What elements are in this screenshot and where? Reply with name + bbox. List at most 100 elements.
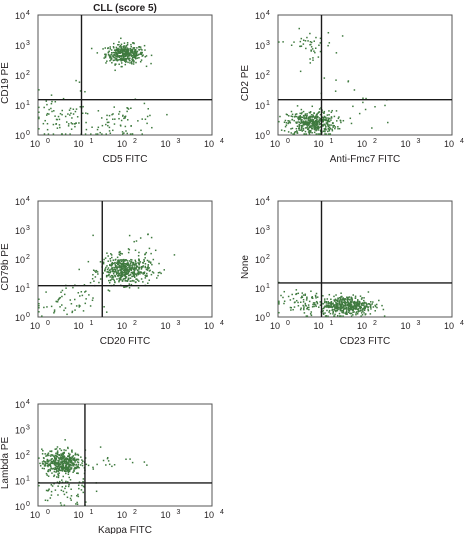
event-dot	[129, 57, 131, 60]
event-dot	[117, 269, 120, 272]
y-tick-label: 10	[15, 41, 25, 51]
event-dot	[323, 112, 325, 114]
event-dot	[302, 39, 305, 41]
event-dot	[332, 302, 334, 304]
event-dot	[310, 290, 312, 292]
event-dot	[41, 315, 43, 317]
event-dot	[112, 278, 115, 280]
event-dot	[120, 55, 122, 57]
event-dot	[104, 268, 107, 270]
event-dot	[295, 115, 298, 118]
event-dot	[111, 465, 113, 468]
event-dot	[99, 278, 102, 280]
y-tick-label: 10	[15, 131, 25, 141]
event-dot	[145, 251, 148, 254]
event-dot	[126, 260, 129, 262]
event-dot	[359, 306, 361, 308]
event-dot	[117, 263, 120, 266]
event-dot	[52, 123, 55, 126]
event-dot	[66, 458, 68, 460]
event-dot	[109, 258, 111, 260]
event-dot	[363, 307, 365, 309]
event-dot	[322, 130, 325, 133]
event-dot	[279, 115, 281, 118]
event-dot	[109, 132, 112, 135]
event-dot	[59, 502, 62, 504]
event-dot	[369, 305, 372, 308]
event-dot	[144, 49, 146, 51]
event-dot	[305, 47, 307, 50]
event-dot	[129, 277, 132, 279]
event-dot	[310, 43, 312, 46]
event-dot	[151, 263, 153, 266]
event-dot	[362, 97, 364, 99]
event-dot	[123, 50, 126, 52]
event-dot	[123, 58, 125, 61]
event-dot	[58, 463, 61, 465]
event-dot	[77, 495, 80, 498]
event-dot	[306, 36, 308, 39]
event-dot	[133, 274, 136, 277]
event-dot	[127, 50, 129, 53]
event-dot	[151, 126, 153, 129]
event-dot	[289, 299, 292, 301]
event-dot	[144, 277, 147, 279]
event-dot	[351, 309, 354, 312]
event-dot	[116, 274, 119, 277]
event-dot	[314, 123, 316, 126]
event-dot	[102, 261, 105, 264]
event-dot	[145, 268, 148, 271]
event-dot	[56, 446, 59, 448]
event-dot	[106, 271, 108, 273]
event-dot	[101, 133, 103, 135]
event-dot	[344, 298, 347, 300]
event-dot	[139, 60, 142, 63]
event-dot	[362, 101, 364, 104]
event-dot	[322, 125, 325, 127]
event-dot	[308, 111, 311, 114]
event-dot	[128, 283, 131, 285]
event-dot	[127, 271, 130, 274]
event-dot	[357, 300, 359, 302]
event-dot	[110, 59, 112, 61]
event-dot	[146, 122, 148, 125]
event-dot	[47, 465, 49, 468]
event-dot	[311, 296, 313, 298]
event-dot	[338, 312, 341, 315]
event-dot	[129, 273, 132, 276]
event-dot	[324, 315, 327, 317]
event-dot	[129, 458, 131, 460]
event-dot	[102, 262, 105, 265]
event-dot	[302, 129, 305, 131]
event-dot	[44, 463, 46, 465]
event-dot	[59, 296, 61, 299]
event-dot	[47, 453, 49, 456]
event-dot	[70, 461, 72, 464]
event-dot	[121, 280, 124, 282]
event-dot	[45, 291, 47, 293]
event-dot	[356, 305, 359, 307]
event-dot	[112, 270, 115, 273]
event-dot	[115, 46, 118, 49]
y-tick-exponent: 2	[266, 254, 270, 261]
event-dot	[311, 120, 314, 122]
event-dot	[337, 304, 339, 306]
event-dot	[92, 269, 95, 271]
event-dot	[114, 261, 116, 264]
event-dot	[304, 302, 307, 305]
event-dot	[295, 299, 298, 302]
event-dot	[383, 315, 386, 317]
event-dot	[94, 276, 97, 278]
event-dot	[139, 52, 142, 55]
y-tick-label: 10	[15, 313, 25, 323]
y-tick-exponent: 0	[266, 130, 270, 137]
event-dot	[297, 118, 300, 121]
event-dot	[327, 119, 330, 121]
event-dot	[360, 315, 362, 317]
event-dot	[360, 306, 362, 308]
x-tick-label: 10	[73, 321, 83, 331]
event-dot	[303, 115, 305, 118]
event-dot	[138, 266, 140, 269]
event-dot	[357, 311, 360, 313]
event-dot	[311, 306, 314, 308]
